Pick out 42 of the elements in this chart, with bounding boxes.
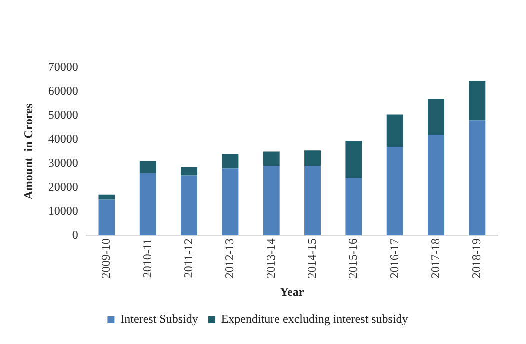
legend-label: Expenditure excluding interest subsidy <box>221 312 408 326</box>
y-tick-label: 0 <box>72 228 78 242</box>
bar <box>428 99 444 136</box>
y-tick-label: 50000 <box>48 108 78 122</box>
bar <box>346 178 362 236</box>
x-tick-label: 2009-10 <box>99 238 114 279</box>
bar <box>140 161 156 174</box>
y-tick-label: 40000 <box>48 132 78 146</box>
x-axis-title: Year <box>280 284 305 299</box>
x-tick-label: 2014-15 <box>304 238 319 279</box>
bar <box>98 194 116 200</box>
y-tick-label: 60000 <box>48 84 78 98</box>
x-tick-label: 2015-16 <box>346 238 360 279</box>
legend-label: Interest Subsidy <box>120 312 198 326</box>
x-tick-label: 2013-14 <box>264 238 278 279</box>
y-tick-label: 70000 <box>48 60 78 74</box>
x-tick-label: 2016-17 <box>387 238 402 279</box>
bar <box>346 141 362 178</box>
bar <box>469 120 486 236</box>
bar <box>304 166 322 236</box>
y-tick-label: 10000 <box>48 204 78 218</box>
y-tick-label: 20000 <box>48 180 78 194</box>
bar <box>181 167 198 176</box>
bar <box>181 176 198 236</box>
x-tick-label: 2018-19 <box>470 238 484 279</box>
bar <box>386 114 404 148</box>
bar <box>263 152 280 166</box>
x-tick-label: 2011-12 <box>181 238 196 278</box>
bar <box>222 168 239 236</box>
bar <box>222 154 239 169</box>
bar <box>469 81 486 121</box>
y-tick-label: 30000 <box>48 156 78 170</box>
x-tick-label: 2017-18 <box>428 238 442 279</box>
y-axis-title: Amount in Crores <box>21 104 36 200</box>
bar <box>263 166 280 236</box>
bar <box>304 150 322 166</box>
x-tick-label: 2012-13 <box>222 238 237 279</box>
bar <box>140 173 156 236</box>
bar <box>98 200 116 236</box>
bar <box>428 135 444 236</box>
bar <box>386 147 404 236</box>
x-tick-label: 2010-11 <box>140 238 154 278</box>
